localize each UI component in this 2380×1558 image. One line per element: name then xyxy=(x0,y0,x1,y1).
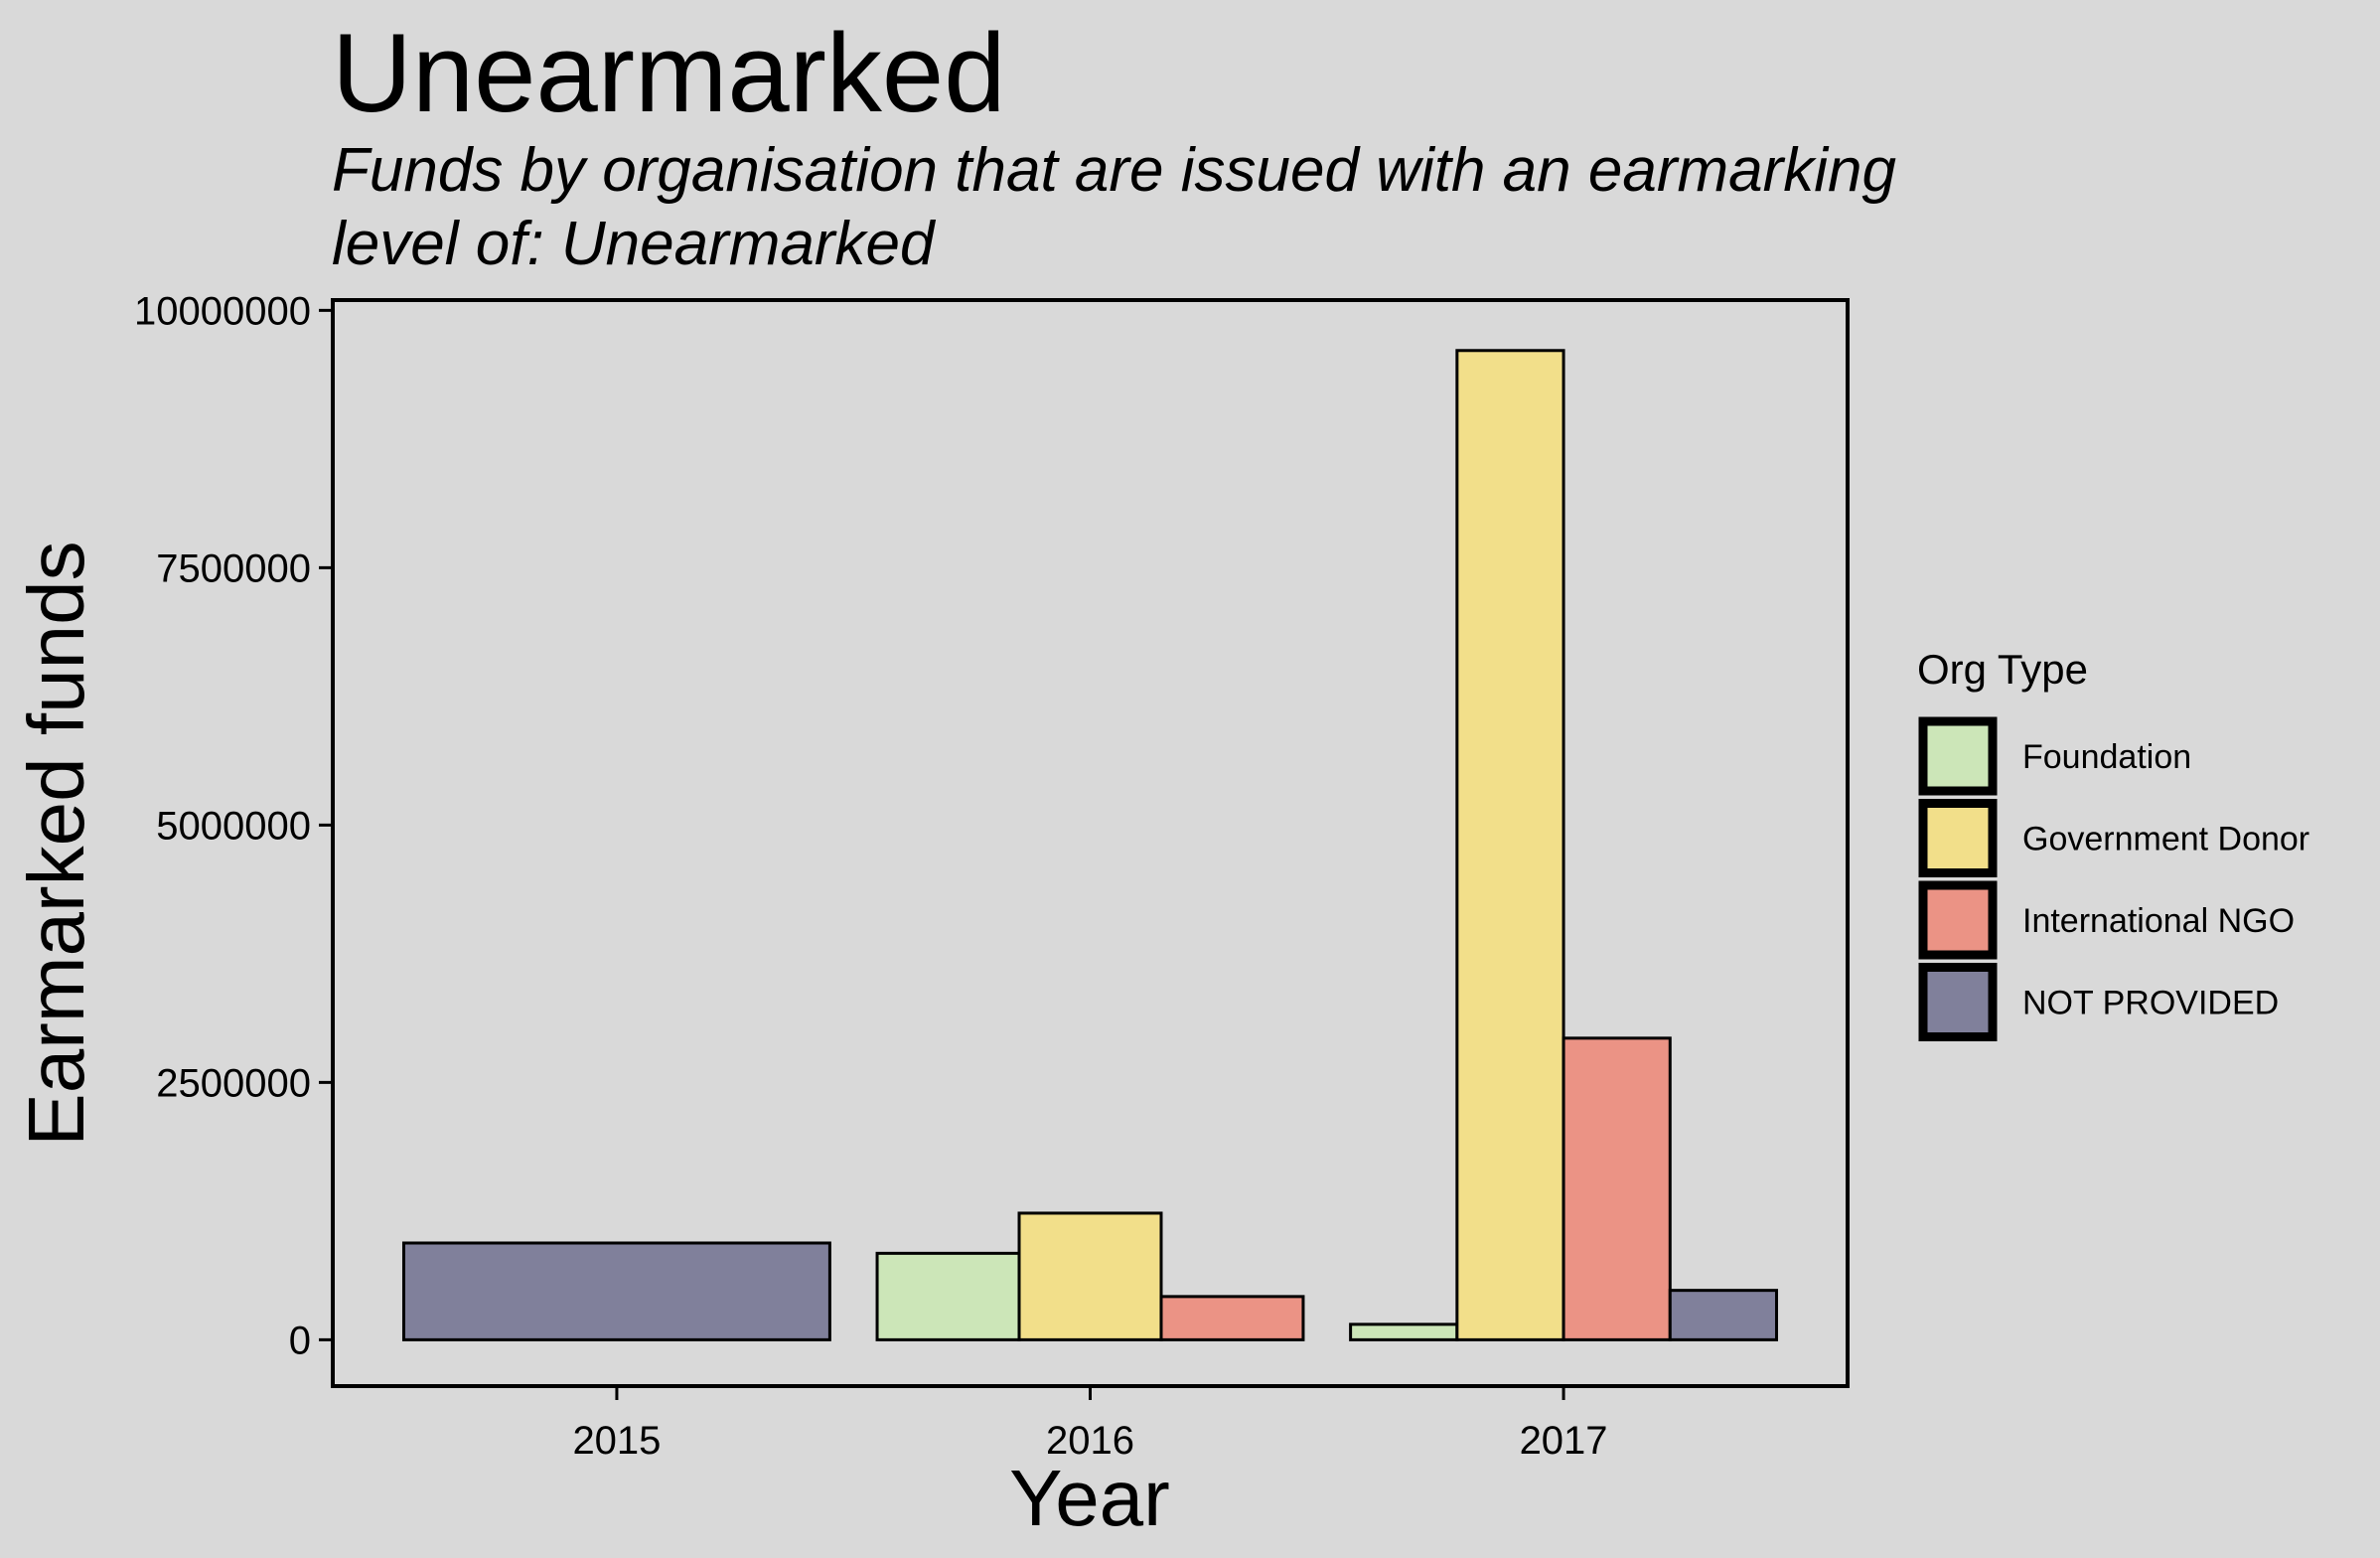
y-tick-label: 10000000 xyxy=(134,289,311,333)
x-tick-label: 2015 xyxy=(572,1419,661,1463)
y-axis-title: Earmarked funds xyxy=(12,541,100,1146)
chart-subtitle-line-2: level of: Unearmarked xyxy=(332,210,937,278)
bar-foundation-2017 xyxy=(1349,1323,1459,1341)
y-axis: 0 2500000 5000000 7500000 10000000 xyxy=(134,289,333,1362)
legend-key-international-ngo xyxy=(1918,880,1998,960)
bar-not-provided-2017 xyxy=(1668,1289,1779,1341)
y-tick-label: 7500000 xyxy=(156,546,311,590)
plot-panel-border xyxy=(331,298,1850,1388)
x-axis: 2015 2016 2017 xyxy=(572,1386,1608,1463)
x-axis-title: Year xyxy=(1009,1454,1170,1542)
bar-international-ngo-2017 xyxy=(1562,1036,1672,1341)
legend-key-government-donor xyxy=(1918,799,1998,877)
bar-not-provided-2015 xyxy=(401,1241,831,1341)
bar-international-ngo-2016 xyxy=(1159,1295,1305,1341)
legend-key-not-provided xyxy=(1918,963,1998,1041)
legend-items: Foundation Government Donor International … xyxy=(1918,716,2309,1041)
bars xyxy=(401,349,1779,1341)
legend-label-not-provided: NOT PROVIDED xyxy=(2022,985,2279,1022)
legend: Org Type Foundation Government Donor Inter… xyxy=(1917,646,2309,1041)
x-tick-label: 2016 xyxy=(1046,1419,1134,1463)
bar-government-donor-2017 xyxy=(1455,349,1565,1341)
legend-label-international-ngo: International NGO xyxy=(2022,902,2295,940)
chart-title: Unearmarked xyxy=(332,11,1006,135)
legend-label-foundation: Foundation xyxy=(2022,738,2191,776)
bar-government-donor-2016 xyxy=(1017,1211,1163,1341)
legend-key-foundation xyxy=(1918,716,1998,796)
x-tick-label: 2017 xyxy=(1520,1419,1608,1463)
y-tick-label: 5000000 xyxy=(156,804,311,848)
legend-title: Org Type xyxy=(1917,646,2088,693)
y-tick-label: 2500000 xyxy=(156,1061,311,1105)
legend-label-government-donor: Government Donor xyxy=(2022,821,2309,858)
y-tick-label: 0 xyxy=(289,1319,311,1362)
chart-subtitle-line-1: Funds by organisation that are issued wi… xyxy=(332,136,1896,205)
bar-foundation-2016 xyxy=(875,1251,1021,1341)
